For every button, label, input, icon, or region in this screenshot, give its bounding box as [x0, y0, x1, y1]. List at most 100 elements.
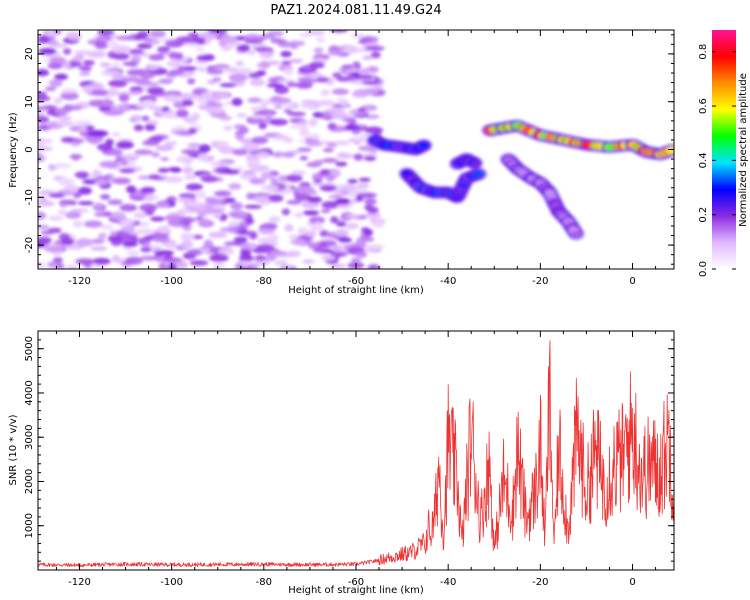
heatmap-cell — [335, 229, 348, 237]
heatmap-cell — [213, 64, 230, 69]
heatmap-cell — [353, 153, 364, 161]
heatmap-cell — [195, 46, 205, 52]
heatmap-cell — [111, 148, 123, 157]
heatmap-cell — [342, 185, 357, 192]
heatmap-cell — [187, 142, 202, 148]
heatmap-cell — [61, 237, 75, 246]
heatmap-cell — [119, 218, 136, 226]
heatmap-cell — [126, 250, 140, 256]
heatmap-cell — [124, 256, 143, 265]
heatmap-cell — [67, 32, 83, 41]
heatmap-cell — [58, 177, 75, 186]
heatmap-cell — [320, 89, 331, 96]
x-tick-label: -100 — [160, 276, 183, 287]
heatmap-cell — [140, 255, 156, 261]
heatmap-cell — [116, 103, 128, 110]
heatmap-cell — [359, 88, 379, 95]
heatmap-cell — [212, 77, 222, 82]
heatmap-cell — [90, 246, 108, 251]
heatmap-cell — [122, 241, 138, 248]
heatmap-cell — [111, 177, 131, 185]
heatmap-cell — [146, 86, 165, 95]
colorbar-tick-label: 0.4 — [698, 152, 709, 168]
heatmap-cell — [157, 46, 171, 53]
heatmap-cell — [62, 47, 72, 55]
heatmap-cell — [373, 84, 384, 89]
heatmap-cell — [142, 240, 151, 247]
heatmap-cell — [357, 67, 372, 76]
heatmap-cell — [71, 154, 80, 161]
heatmap-cell — [269, 250, 288, 257]
heatmap-cell — [111, 61, 121, 70]
heatmap-cell — [257, 152, 271, 159]
heatmap-cell — [250, 114, 262, 120]
heatmap-cell — [175, 109, 189, 118]
heatmap-cell — [204, 197, 217, 203]
heatmap-cell — [65, 211, 82, 219]
snr-y-axis: 1000 2000 3000 4000 5000 — [24, 330, 674, 571]
heatmap-cell — [234, 212, 248, 219]
heatmap-cell — [111, 52, 130, 61]
heatmap-cell — [100, 224, 114, 230]
heatmap-cell — [302, 79, 318, 84]
heatmap-cell — [360, 227, 371, 233]
heatmap-cell — [355, 74, 374, 80]
heatmap-cell — [258, 122, 267, 130]
heatmap-cell — [337, 198, 351, 205]
y-tick-label: 20 — [24, 48, 35, 61]
heatmap-cell — [327, 122, 337, 130]
heatmap-cell — [259, 200, 270, 206]
heatmap-cell — [78, 65, 92, 72]
heatmap-cell — [180, 232, 195, 242]
heatmap-cell — [74, 171, 90, 179]
heatmap-cell — [82, 59, 95, 66]
heatmap-cell — [176, 261, 188, 269]
heatmap-cell — [249, 177, 266, 185]
heatmap-cell — [299, 155, 308, 161]
heatmap-cell — [337, 153, 357, 158]
heatmap-cell — [266, 83, 285, 88]
heatmap-cell — [99, 160, 120, 169]
heatmap-cell — [115, 35, 136, 41]
heatmap-cell — [281, 60, 292, 65]
heatmap-cell — [319, 184, 337, 192]
heatmap-cell — [231, 148, 249, 156]
heatmap-cell — [260, 184, 279, 192]
y-tick-label: 2000 — [24, 469, 35, 494]
heatmap-cell — [142, 37, 154, 42]
heatmap-cell — [469, 159, 480, 167]
x-tick-label: -120 — [68, 577, 91, 588]
snr-panel: -120 -100 -80 -60 -40 -20 0 1000 2000 3000 4000 50… — [8, 330, 675, 596]
heatmap-cell — [251, 136, 269, 145]
heatmap-cell — [164, 140, 178, 146]
heatmap-cell — [351, 32, 365, 39]
heatmap-cell — [66, 264, 79, 269]
heatmap-cell — [137, 43, 153, 49]
heatmap-cell — [298, 119, 308, 126]
heatmap-cell — [308, 118, 318, 127]
heatmap-cell — [76, 186, 92, 195]
heatmap-cell — [209, 253, 229, 263]
heatmap-cell — [341, 64, 354, 70]
heatmap-cell — [330, 30, 348, 33]
spectrogram-y-axis: -20 -10 0 10 20 — [24, 34, 674, 265]
heatmap-cell — [256, 61, 271, 69]
heatmap-cell — [327, 49, 344, 56]
x-tick-label: -60 — [348, 577, 364, 588]
heatmap-cell — [313, 221, 323, 230]
heatmap-cell — [321, 254, 336, 261]
heatmap-cell — [302, 210, 320, 216]
heatmap-cell — [210, 161, 229, 167]
heatmap-cell — [264, 112, 274, 118]
x-tick-label: -120 — [68, 276, 91, 287]
heatmap-cell — [45, 30, 56, 37]
heatmap-cell — [38, 47, 57, 55]
heatmap-cell — [281, 208, 291, 216]
heatmap-cell — [233, 67, 253, 75]
heatmap-cell — [38, 142, 46, 147]
heatmap-cell — [238, 254, 254, 262]
heatmap-cell — [151, 151, 160, 158]
heatmap-cell — [148, 53, 165, 61]
heatmap-cell — [256, 243, 275, 251]
spectrogram-heatmap — [38, 30, 674, 269]
